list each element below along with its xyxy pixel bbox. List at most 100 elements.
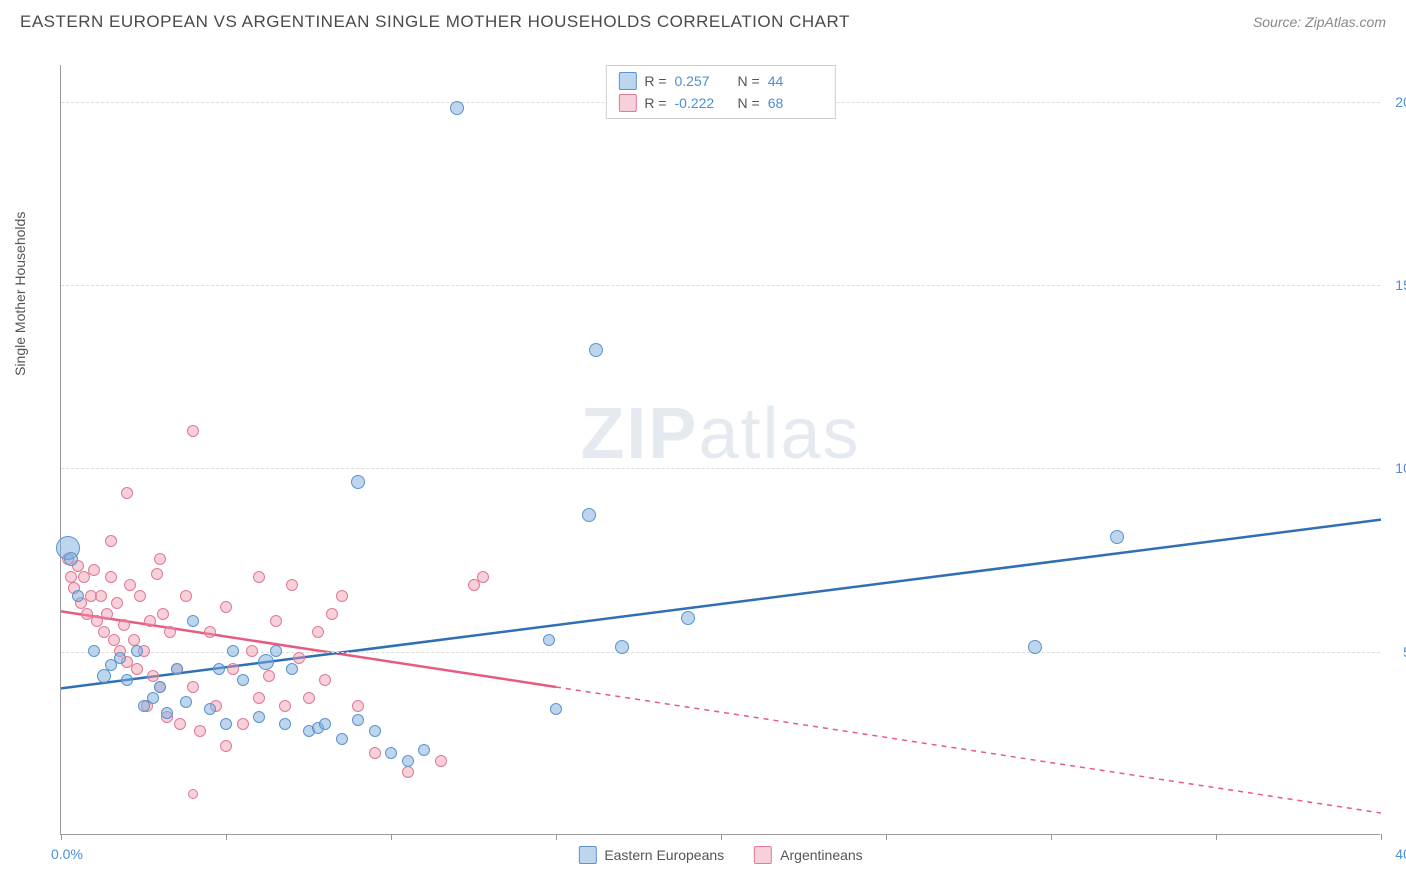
- legend-bottom-item-0: Eastern Europeans: [578, 846, 724, 864]
- legend-bottom: Eastern Europeans Argentineans: [578, 846, 862, 864]
- scatter-point: [88, 645, 100, 657]
- scatter-point: [187, 681, 199, 693]
- scatter-point: [227, 645, 239, 657]
- scatter-point: [101, 608, 113, 620]
- legend-swatch-pink-icon: [618, 94, 636, 112]
- scatter-point: [174, 718, 186, 730]
- watermark: ZIPatlas: [580, 393, 860, 475]
- scatter-point: [180, 590, 192, 602]
- scatter-point: [279, 700, 291, 712]
- scatter-point: [681, 611, 695, 625]
- scatter-point: [188, 789, 198, 799]
- scatter-point: [253, 571, 265, 583]
- scatter-point: [121, 487, 133, 499]
- chart-header: EASTERN EUROPEAN VS ARGENTINEAN SINGLE M…: [0, 0, 1406, 40]
- legend-swatch-blue-icon: [578, 846, 596, 864]
- scatter-point: [124, 579, 136, 591]
- y-axis-label: Single Mother Households: [12, 212, 28, 376]
- x-tick: [1051, 834, 1052, 840]
- r-value: -0.222: [675, 95, 730, 111]
- legend-swatch-pink-icon: [754, 846, 772, 864]
- legend-label: Argentineans: [780, 847, 863, 863]
- x-tick: [226, 834, 227, 840]
- gridline: [61, 285, 1380, 286]
- legend-label: Eastern Europeans: [604, 847, 724, 863]
- scatter-point: [161, 707, 173, 719]
- x-tick: [1216, 834, 1217, 840]
- legend-swatch-blue-icon: [618, 72, 636, 90]
- scatter-point: [237, 718, 249, 730]
- scatter-point: [147, 692, 159, 704]
- scatter-point: [95, 590, 107, 602]
- scatter-point: [194, 725, 206, 737]
- scatter-point: [450, 101, 464, 115]
- scatter-point: [352, 714, 364, 726]
- x-tick: [391, 834, 392, 840]
- scatter-point: [402, 766, 414, 778]
- scatter-point: [326, 608, 338, 620]
- scatter-point: [418, 744, 430, 756]
- scatter-point: [220, 718, 232, 730]
- scatter-point: [336, 590, 348, 602]
- x-tick: [1381, 834, 1382, 840]
- scatter-point: [220, 740, 232, 752]
- scatter-point: [220, 601, 232, 613]
- scatter-point: [312, 626, 324, 638]
- scatter-point: [157, 608, 169, 620]
- plot-area: ZIPatlas R = 0.257 N = 44 R = -0.222 N =…: [60, 65, 1380, 835]
- scatter-point: [204, 703, 216, 715]
- scatter-point: [154, 553, 166, 565]
- scatter-point: [582, 508, 596, 522]
- x-tick: [886, 834, 887, 840]
- scatter-point: [270, 615, 282, 627]
- scatter-point: [369, 725, 381, 737]
- scatter-point: [105, 571, 117, 583]
- scatter-point: [253, 711, 265, 723]
- r-label: R =: [644, 73, 666, 89]
- scatter-point: [187, 425, 199, 437]
- scatter-point: [369, 747, 381, 759]
- legend-top-row-1: R = -0.222 N = 68: [618, 92, 822, 114]
- scatter-point: [1110, 530, 1124, 544]
- scatter-point: [319, 674, 331, 686]
- x-tick-label-min: 0.0%: [51, 846, 83, 862]
- scatter-point: [336, 733, 348, 745]
- scatter-point: [164, 626, 176, 638]
- gridline: [61, 468, 1380, 469]
- scatter-point: [131, 663, 143, 675]
- chart-container: Single Mother Households ZIPatlas R = 0.…: [50, 55, 1390, 845]
- scatter-point: [477, 571, 489, 583]
- scatter-point: [72, 590, 84, 602]
- scatter-point: [144, 615, 156, 627]
- scatter-point: [64, 552, 78, 566]
- scatter-point: [435, 755, 447, 767]
- r-value: 0.257: [675, 73, 730, 89]
- scatter-point: [134, 590, 146, 602]
- scatter-point: [319, 718, 331, 730]
- scatter-point: [213, 663, 225, 675]
- scatter-point: [258, 654, 274, 670]
- scatter-point: [151, 568, 163, 580]
- scatter-point: [1028, 640, 1042, 654]
- scatter-point: [204, 626, 216, 638]
- x-tick-label-max: 40.0%: [1395, 846, 1406, 862]
- scatter-point: [550, 703, 562, 715]
- legend-top: R = 0.257 N = 44 R = -0.222 N = 68: [605, 65, 835, 119]
- scatter-point: [589, 343, 603, 357]
- scatter-point: [303, 692, 315, 704]
- n-value: 44: [768, 73, 823, 89]
- scatter-point: [270, 645, 282, 657]
- y-tick-label: 10.0%: [1395, 460, 1406, 476]
- scatter-point: [131, 645, 143, 657]
- y-tick-label: 15.0%: [1395, 277, 1406, 293]
- scatter-point: [97, 669, 111, 683]
- scatter-point: [246, 645, 258, 657]
- scatter-point: [615, 640, 629, 654]
- n-label: N =: [738, 95, 760, 111]
- scatter-point: [121, 674, 133, 686]
- scatter-point: [105, 535, 117, 547]
- scatter-point: [351, 475, 365, 489]
- scatter-point: [171, 663, 183, 675]
- scatter-point: [286, 579, 298, 591]
- scatter-point: [279, 718, 291, 730]
